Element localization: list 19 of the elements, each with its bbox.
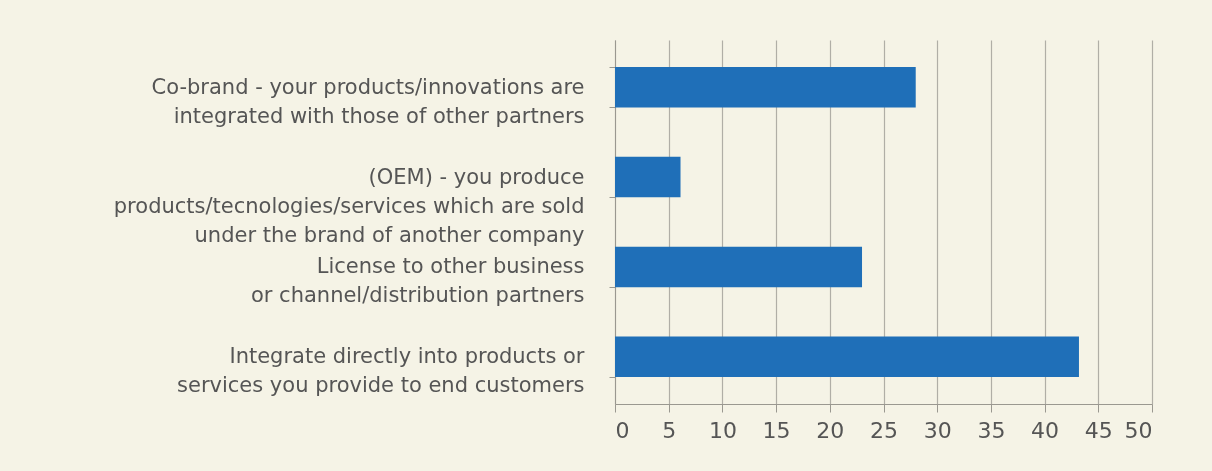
bar — [615, 336, 1079, 378]
x-tick-label: 40 — [1031, 417, 1060, 443]
x-tick-label: 30 — [923, 417, 952, 443]
bar — [615, 246, 863, 288]
bar — [615, 156, 681, 198]
x-tick-label: 25 — [870, 417, 898, 443]
bar — [615, 66, 916, 108]
y-tick-label: Integrate directly into products or services you provide to end customers — [177, 344, 585, 398]
y-tick-label: (OEM) - you produce products/tecnologies/services which are sold under the brand of another company — [113, 164, 585, 247]
x-tick-label: 10 — [708, 417, 737, 443]
y-tick-label: License to other business or channel/distribution partners — [250, 254, 585, 308]
x-tick-label: 5 — [662, 417, 677, 443]
x-tick-label: 20 — [816, 417, 845, 443]
x-tick-label: 15 — [762, 417, 791, 443]
x-tick-label: 50 — [1124, 417, 1153, 443]
x-tick-label: 45 — [1084, 417, 1113, 443]
x-tick-label: 35 — [977, 417, 1006, 443]
y-tick-label: Co-brand - your products/innovations are integrated with those of other partners — [151, 74, 585, 128]
x-tick-label: 0 — [615, 417, 630, 443]
